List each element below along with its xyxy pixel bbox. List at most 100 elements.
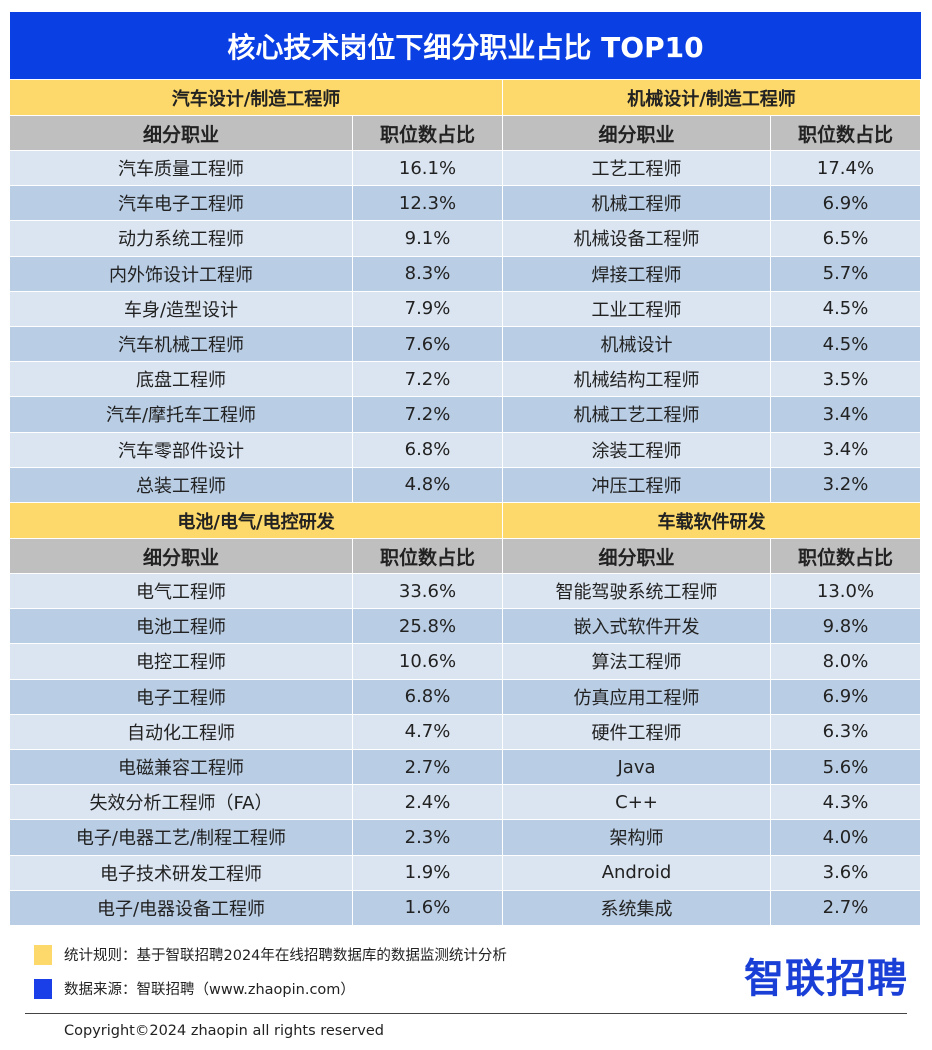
column-header-share: 职位数占比 bbox=[353, 539, 503, 574]
share-cell: 9.8% bbox=[771, 609, 921, 645]
job-cell: 失效分析工程师（FA） bbox=[10, 785, 353, 821]
job-cell: 总装工程师 bbox=[10, 467, 353, 503]
job-cell: 机械工艺工程师 bbox=[503, 397, 771, 433]
column-header-job: 细分职业 bbox=[10, 116, 353, 151]
share-cell: 6.8% bbox=[353, 679, 503, 715]
section-header: 机械设计/制造工程师 bbox=[503, 80, 921, 116]
column-header-job: 细分职业 bbox=[10, 539, 353, 574]
share-cell: 6.8% bbox=[353, 432, 503, 468]
share-cell: 2.7% bbox=[353, 749, 503, 786]
copyright: Copyright©2024 zhaopin all rights reserv… bbox=[64, 1023, 384, 1039]
share-cell: 13.0% bbox=[771, 574, 921, 610]
share-cell: 1.9% bbox=[353, 855, 503, 891]
share-cell: 6.5% bbox=[771, 221, 921, 257]
job-cell: 电磁兼容工程师 bbox=[10, 749, 353, 786]
share-cell: 5.6% bbox=[771, 749, 921, 786]
share-cell: 6.3% bbox=[771, 714, 921, 750]
share-cell: 12.3% bbox=[353, 186, 503, 222]
job-cell: 电子/电器工艺/制程工程师 bbox=[10, 820, 353, 856]
job-cell: 机械设备工程师 bbox=[503, 221, 771, 257]
job-cell: 电子工程师 bbox=[10, 679, 353, 715]
job-cell: C++ bbox=[503, 785, 771, 821]
job-cell: 算法工程师 bbox=[503, 644, 771, 680]
share-cell: 6.9% bbox=[771, 679, 921, 715]
share-cell: 3.2% bbox=[771, 467, 921, 503]
section-header: 电池/电气/电控研发 bbox=[10, 503, 503, 539]
column-header-share: 职位数占比 bbox=[353, 116, 503, 151]
divider bbox=[25, 1013, 907, 1014]
column-header-share: 职位数占比 bbox=[771, 116, 921, 151]
job-cell: 内外饰设计工程师 bbox=[10, 256, 353, 292]
job-cell: 智能驾驶系统工程师 bbox=[503, 574, 771, 610]
share-cell: 7.6% bbox=[353, 326, 503, 363]
yellow-legend-swatch bbox=[34, 944, 52, 965]
job-cell: 底盘工程师 bbox=[10, 362, 353, 398]
share-cell: 7.2% bbox=[353, 362, 503, 398]
share-cell: 17.4% bbox=[771, 151, 921, 187]
share-cell: 2.4% bbox=[353, 785, 503, 821]
table-block-bottom: 电池/电气/电控研发 车载软件研发 细分职业 职位数占比 细分职业 职位数占比 电气工程师 3… bbox=[10, 503, 921, 926]
job-cell: 机械设计 bbox=[503, 326, 771, 363]
share-cell: 3.5% bbox=[771, 362, 921, 398]
job-cell: 电气工程师 bbox=[10, 574, 353, 610]
share-cell: 6.9% bbox=[771, 186, 921, 222]
table-block-top: 汽车设计/制造工程师 机械设计/制造工程师 细分职业 职位数占比 细分职业 职位数占比 汽车… bbox=[10, 80, 921, 503]
job-cell: 电子技术研发工程师 bbox=[10, 855, 353, 891]
column-header-job: 细分职业 bbox=[503, 539, 771, 574]
job-cell: 动力系统工程师 bbox=[10, 221, 353, 257]
share-cell: 9.1% bbox=[353, 221, 503, 257]
share-cell: 2.7% bbox=[771, 890, 921, 926]
column-header-job: 细分职业 bbox=[503, 116, 771, 151]
share-cell: 25.8% bbox=[353, 609, 503, 645]
share-cell: 4.5% bbox=[771, 291, 921, 327]
job-cell: 机械结构工程师 bbox=[503, 362, 771, 398]
section-header: 车载软件研发 bbox=[503, 503, 921, 539]
page-title: 核心技术岗位下细分职业占比 TOP10 bbox=[10, 12, 921, 79]
share-cell: 10.6% bbox=[353, 644, 503, 680]
job-cell: 车身/造型设计 bbox=[10, 291, 353, 327]
job-cell: 汽车电子工程师 bbox=[10, 186, 353, 222]
zhaopin-logo: 智联招聘 bbox=[744, 956, 908, 1002]
job-cell: 汽车零部件设计 bbox=[10, 432, 353, 468]
job-cell: 机械工程师 bbox=[503, 186, 771, 222]
job-cell: 电池工程师 bbox=[10, 609, 353, 645]
job-cell: 系统集成 bbox=[503, 890, 771, 926]
share-cell: 3.6% bbox=[771, 855, 921, 891]
job-cell: 工业工程师 bbox=[503, 291, 771, 327]
job-cell: 冲压工程师 bbox=[503, 467, 771, 503]
share-cell: 3.4% bbox=[771, 397, 921, 433]
job-cell: 架构师 bbox=[503, 820, 771, 856]
share-cell: 16.1% bbox=[353, 151, 503, 187]
job-cell: 电控工程师 bbox=[10, 644, 353, 680]
job-cell: 汽车质量工程师 bbox=[10, 151, 353, 187]
job-cell: 嵌入式软件开发 bbox=[503, 609, 771, 645]
footer-source: 数据来源：智联招聘（www.zhaopin.com） bbox=[34, 978, 355, 999]
job-cell: 汽车/摩托车工程师 bbox=[10, 397, 353, 433]
source-text: 数据来源：智联招聘（www.zhaopin.com） bbox=[64, 982, 355, 998]
share-cell: 4.0% bbox=[771, 820, 921, 856]
job-cell: 焊接工程师 bbox=[503, 256, 771, 292]
job-cell: 工艺工程师 bbox=[503, 151, 771, 187]
job-cell: 汽车机械工程师 bbox=[10, 326, 353, 363]
job-cell: Java bbox=[503, 749, 771, 786]
share-cell: 4.8% bbox=[353, 467, 503, 503]
column-header-share: 职位数占比 bbox=[771, 539, 921, 574]
job-cell: 仿真应用工程师 bbox=[503, 679, 771, 715]
share-cell: 5.7% bbox=[771, 256, 921, 292]
share-cell: 7.2% bbox=[353, 397, 503, 433]
share-cell: 8.3% bbox=[353, 256, 503, 292]
blue-legend-swatch bbox=[34, 978, 52, 999]
share-cell: 4.7% bbox=[353, 714, 503, 750]
job-cell: 涂装工程师 bbox=[503, 432, 771, 468]
job-cell: 电子/电器设备工程师 bbox=[10, 890, 353, 926]
share-cell: 8.0% bbox=[771, 644, 921, 680]
share-cell: 2.3% bbox=[353, 820, 503, 856]
share-cell: 33.6% bbox=[353, 574, 503, 610]
share-cell: 7.9% bbox=[353, 291, 503, 327]
job-cell: 硬件工程师 bbox=[503, 714, 771, 750]
share-cell: 4.3% bbox=[771, 785, 921, 821]
share-cell: 1.6% bbox=[353, 890, 503, 926]
job-cell: Android bbox=[503, 855, 771, 891]
share-cell: 3.4% bbox=[771, 432, 921, 468]
job-cell: 自动化工程师 bbox=[10, 714, 353, 750]
